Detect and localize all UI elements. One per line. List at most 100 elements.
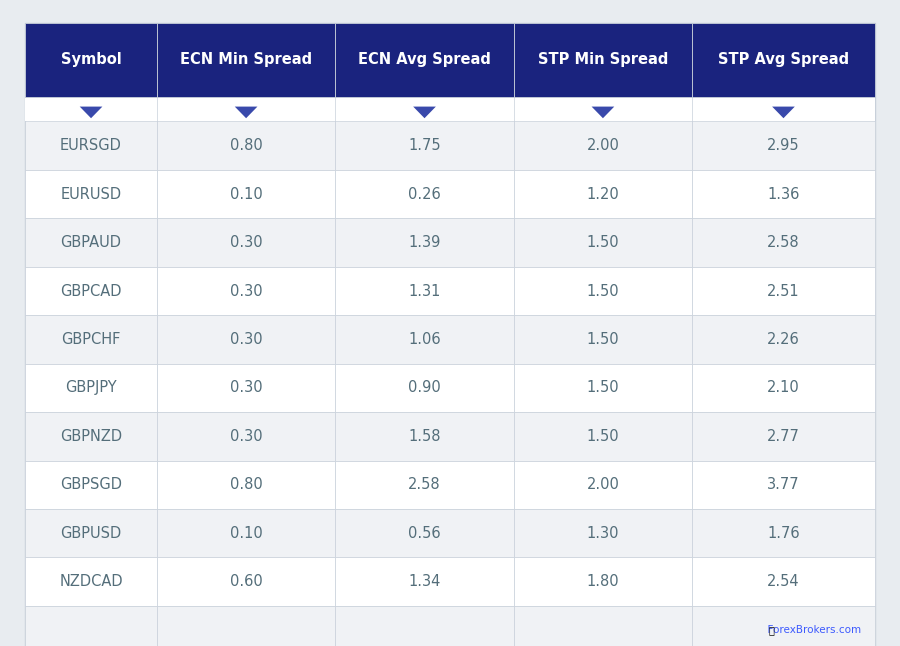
Polygon shape — [235, 107, 257, 118]
Polygon shape — [413, 107, 436, 118]
Text: GBPSGD: GBPSGD — [60, 477, 122, 492]
Text: GBPJPY: GBPJPY — [65, 380, 117, 395]
Text: GBPCHF: GBPCHF — [61, 332, 121, 347]
FancyBboxPatch shape — [336, 412, 514, 461]
FancyBboxPatch shape — [25, 97, 875, 121]
FancyBboxPatch shape — [25, 557, 157, 606]
FancyBboxPatch shape — [514, 23, 692, 97]
FancyBboxPatch shape — [157, 412, 336, 461]
FancyBboxPatch shape — [692, 606, 875, 646]
Text: 1.34: 1.34 — [409, 574, 441, 589]
FancyBboxPatch shape — [157, 557, 336, 606]
FancyBboxPatch shape — [514, 218, 692, 267]
FancyBboxPatch shape — [157, 461, 336, 509]
FancyBboxPatch shape — [692, 170, 875, 218]
Text: 1.50: 1.50 — [587, 284, 619, 298]
FancyBboxPatch shape — [514, 170, 692, 218]
Text: GBPUSD: GBPUSD — [60, 526, 122, 541]
Text: 1.50: 1.50 — [587, 380, 619, 395]
Text: 2.58: 2.58 — [409, 477, 441, 492]
Text: 1.36: 1.36 — [768, 187, 800, 202]
Text: 0.60: 0.60 — [230, 574, 263, 589]
FancyBboxPatch shape — [336, 315, 514, 364]
FancyBboxPatch shape — [157, 218, 336, 267]
Text: ECN Avg Spread: ECN Avg Spread — [358, 52, 491, 67]
FancyBboxPatch shape — [514, 364, 692, 412]
FancyBboxPatch shape — [514, 412, 692, 461]
FancyBboxPatch shape — [692, 557, 875, 606]
Text: 0.90: 0.90 — [408, 380, 441, 395]
Text: 2.10: 2.10 — [767, 380, 800, 395]
Text: 1.75: 1.75 — [409, 138, 441, 153]
Text: 0.30: 0.30 — [230, 429, 263, 444]
Text: 1.76: 1.76 — [767, 526, 800, 541]
Text: EURUSD: EURUSD — [60, 187, 122, 202]
FancyBboxPatch shape — [336, 23, 514, 97]
Polygon shape — [772, 107, 795, 118]
Text: 2.95: 2.95 — [767, 138, 800, 153]
Text: 1.31: 1.31 — [409, 284, 441, 298]
FancyBboxPatch shape — [336, 267, 514, 315]
FancyBboxPatch shape — [514, 267, 692, 315]
Text: 0.10: 0.10 — [230, 187, 263, 202]
Text: GBPCAD: GBPCAD — [60, 284, 122, 298]
Text: Symbol: Symbol — [60, 52, 122, 67]
FancyBboxPatch shape — [514, 461, 692, 509]
FancyBboxPatch shape — [157, 267, 336, 315]
FancyBboxPatch shape — [336, 121, 514, 170]
Text: 2.26: 2.26 — [767, 332, 800, 347]
FancyBboxPatch shape — [336, 170, 514, 218]
FancyBboxPatch shape — [692, 412, 875, 461]
Text: GBPNZD: GBPNZD — [60, 429, 122, 444]
FancyBboxPatch shape — [25, 23, 157, 97]
FancyBboxPatch shape — [25, 218, 157, 267]
FancyBboxPatch shape — [692, 509, 875, 557]
Text: 0.80: 0.80 — [230, 138, 263, 153]
Text: 3.77: 3.77 — [767, 477, 800, 492]
FancyBboxPatch shape — [336, 557, 514, 606]
Text: 1.39: 1.39 — [409, 235, 441, 250]
Text: 1.50: 1.50 — [587, 429, 619, 444]
Text: NZDCAD: NZDCAD — [59, 574, 123, 589]
FancyBboxPatch shape — [157, 364, 336, 412]
Text: STP Min Spread: STP Min Spread — [537, 52, 668, 67]
Text: STP Avg Spread: STP Avg Spread — [718, 52, 849, 67]
FancyBboxPatch shape — [25, 461, 157, 509]
Text: 0.30: 0.30 — [230, 235, 263, 250]
Polygon shape — [591, 107, 615, 118]
Text: 2.00: 2.00 — [587, 477, 619, 492]
Text: 1.50: 1.50 — [587, 332, 619, 347]
FancyBboxPatch shape — [514, 509, 692, 557]
FancyBboxPatch shape — [692, 218, 875, 267]
Text: 0.30: 0.30 — [230, 284, 263, 298]
Polygon shape — [80, 107, 103, 118]
FancyBboxPatch shape — [514, 557, 692, 606]
FancyBboxPatch shape — [514, 315, 692, 364]
FancyBboxPatch shape — [514, 121, 692, 170]
FancyBboxPatch shape — [157, 170, 336, 218]
FancyBboxPatch shape — [336, 509, 514, 557]
FancyBboxPatch shape — [25, 267, 157, 315]
FancyBboxPatch shape — [692, 267, 875, 315]
FancyBboxPatch shape — [25, 170, 157, 218]
Text: 2.58: 2.58 — [767, 235, 800, 250]
Text: 2.51: 2.51 — [767, 284, 800, 298]
FancyBboxPatch shape — [514, 606, 692, 646]
Text: 🔷: 🔷 — [769, 625, 774, 635]
FancyBboxPatch shape — [336, 606, 514, 646]
Text: 1.20: 1.20 — [587, 187, 619, 202]
Text: 2.00: 2.00 — [587, 138, 619, 153]
FancyBboxPatch shape — [157, 121, 336, 170]
FancyBboxPatch shape — [692, 364, 875, 412]
FancyBboxPatch shape — [25, 509, 157, 557]
Text: 0.30: 0.30 — [230, 332, 263, 347]
FancyBboxPatch shape — [25, 121, 157, 170]
Text: 1.80: 1.80 — [587, 574, 619, 589]
FancyBboxPatch shape — [25, 412, 157, 461]
Text: 0.56: 0.56 — [409, 526, 441, 541]
FancyBboxPatch shape — [692, 121, 875, 170]
FancyBboxPatch shape — [157, 509, 336, 557]
FancyBboxPatch shape — [157, 23, 336, 97]
FancyBboxPatch shape — [25, 23, 875, 646]
Text: 0.10: 0.10 — [230, 526, 263, 541]
